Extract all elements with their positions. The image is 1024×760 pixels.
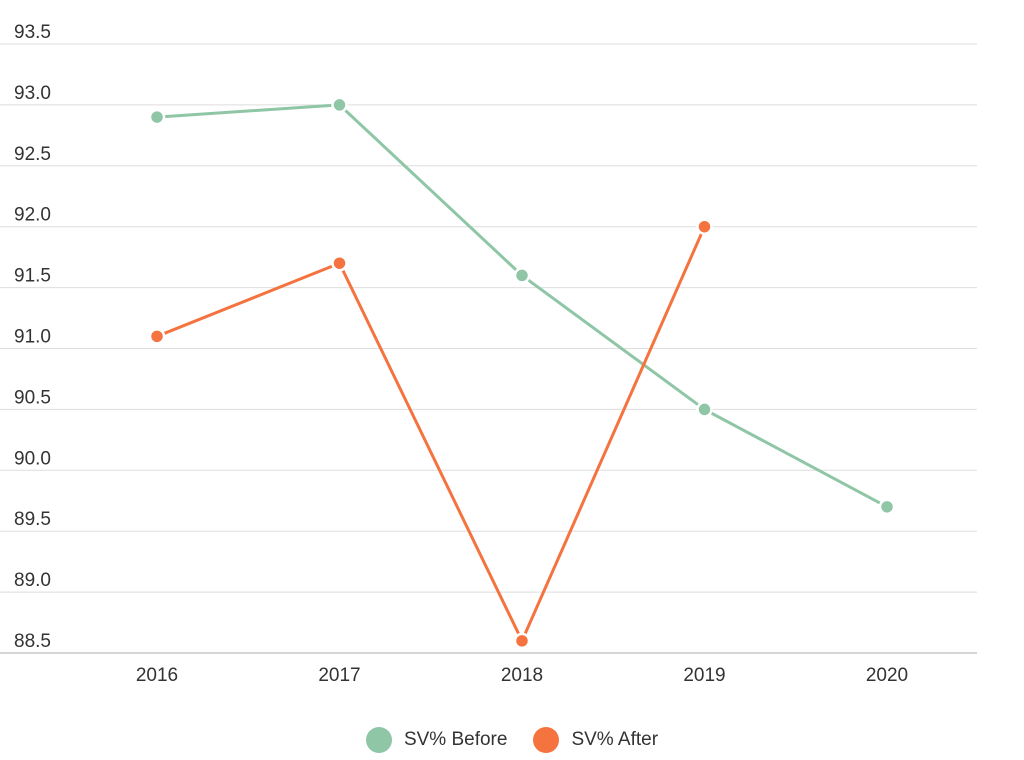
legend-item-sv-before[interactable]: SV% Before (365, 727, 508, 753)
data-point[interactable] (878, 498, 896, 516)
y-tick-label: 91.5 (14, 266, 51, 287)
data-point[interactable] (696, 401, 713, 418)
x-tick-label: 2019 (683, 665, 725, 686)
y-tick-label: 88.5 (14, 631, 51, 652)
data-point[interactable] (148, 328, 166, 345)
data-point[interactable] (331, 96, 348, 114)
data-point[interactable] (696, 218, 713, 235)
x-axis-tick-labels: 2016 2017 2018 2019 2020 (136, 665, 908, 686)
series-points (148, 96, 896, 650)
y-tick-label: 92.5 (14, 144, 51, 165)
y-tick-label: 91.0 (14, 327, 51, 348)
x-tick-label: 2016 (136, 665, 178, 686)
x-tick-label: 2018 (501, 665, 543, 686)
x-tick-label: 2017 (318, 665, 360, 686)
data-point[interactable] (331, 254, 348, 272)
series-line (155, 225, 706, 643)
y-tick-label: 89.5 (14, 509, 51, 530)
gridlines (0, 43, 977, 654)
y-tick-label: 92.0 (14, 205, 51, 226)
y-tick-label: 90.5 (14, 387, 51, 408)
legend-label-sv-after: SV% After (571, 729, 659, 750)
y-tick-label: 93.5 (14, 22, 51, 43)
y-tick-label: 89.0 (14, 570, 51, 591)
legend-swatch-sv-after (533, 727, 560, 753)
y-axis-tick-labels: 93.5 93.0 92.5 92.0 91.5 91.0 90.5 90.0 89.5 89.0… (14, 22, 51, 652)
y-tick-label: 93.0 (14, 83, 51, 104)
legend-label-sv-before: SV% Before (403, 729, 508, 750)
data-point[interactable] (513, 267, 531, 284)
series-line (155, 103, 889, 509)
data-point[interactable] (148, 108, 166, 126)
y-tick-label: 90.0 (14, 448, 51, 469)
x-tick-label: 2020 (866, 665, 908, 686)
legend-item-sv-after[interactable]: SV% After (533, 727, 658, 753)
data-point[interactable] (513, 632, 531, 650)
legend: SV% Before SV% After (0, 720, 1024, 760)
legend-swatch-sv-before (365, 727, 392, 753)
series-lines (155, 103, 889, 643)
